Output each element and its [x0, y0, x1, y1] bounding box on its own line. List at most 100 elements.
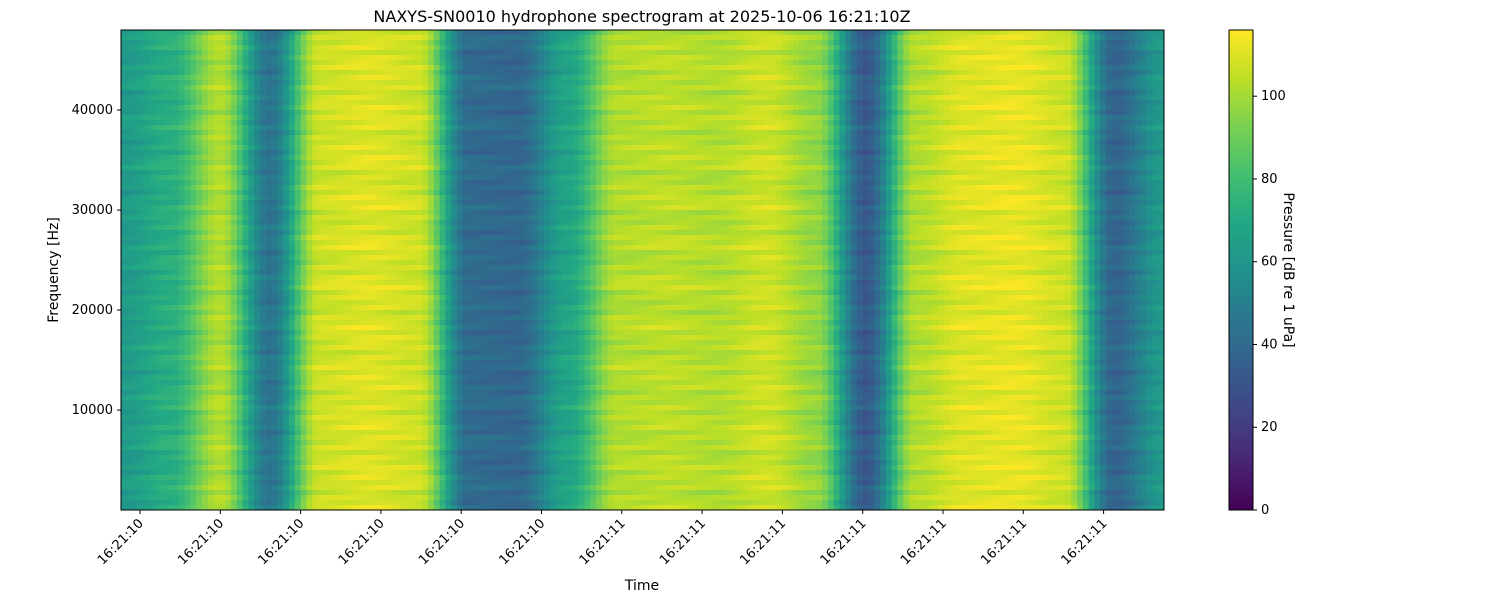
heatmap-cell [300, 170, 308, 176]
heatmap-cell [381, 475, 389, 481]
heatmap-cell [352, 215, 360, 221]
heatmap-cell [312, 455, 319, 461]
heatmap-cell [265, 435, 273, 441]
heatmap-cell [167, 415, 174, 421]
heatmap-cell [207, 35, 215, 41]
heatmap-cell [231, 310, 238, 316]
heatmap-cell [410, 75, 418, 81]
heatmap-cell [318, 320, 325, 326]
heatmap-cell [254, 465, 261, 471]
heatmap-cell [387, 105, 394, 111]
heatmap-cell [161, 490, 168, 496]
heatmap-cell [161, 95, 168, 101]
heatmap-cell [399, 180, 406, 186]
heatmap-cell [341, 280, 348, 286]
heatmap-cell [323, 390, 331, 396]
heatmap-cell [213, 55, 221, 61]
heatmap-cell [126, 220, 134, 226]
heatmap-cell [387, 480, 394, 486]
heatmap-cell [190, 350, 197, 356]
heatmap-cell [155, 110, 163, 116]
heatmap-cell [242, 45, 250, 51]
heatmap-cell [196, 240, 203, 246]
heatmap-cell [294, 460, 302, 466]
heatmap-cell [196, 135, 203, 141]
heatmap-cell [173, 390, 180, 396]
heatmap-cell [416, 360, 423, 366]
heatmap-cell [260, 195, 267, 201]
heatmap-cell [393, 410, 400, 416]
heatmap-cell [341, 65, 348, 71]
heatmap-cell [312, 505, 319, 510]
heatmap-cell [184, 450, 192, 456]
heatmap-cell [341, 205, 348, 211]
heatmap-cell [375, 95, 383, 101]
heatmap-cell [231, 55, 238, 61]
heatmap-cell [248, 315, 255, 321]
heatmap-cell [121, 35, 128, 41]
heatmap-cell [161, 30, 168, 36]
heatmap-cell [202, 290, 209, 296]
heatmap-cell [121, 200, 128, 206]
heatmap-cell [231, 165, 238, 171]
heatmap-cell [404, 115, 412, 121]
heatmap-cell [306, 160, 313, 166]
heatmap-cell [190, 355, 197, 361]
heatmap-cell [132, 270, 139, 276]
heatmap-cell [306, 145, 313, 151]
heatmap-cell [277, 60, 284, 66]
heatmap-cell [225, 175, 232, 181]
heatmap-cell [184, 195, 192, 201]
heatmap-cell [202, 420, 209, 426]
heatmap-cell [370, 165, 377, 171]
heatmap-cell [387, 280, 394, 286]
heatmap-cell [202, 250, 209, 256]
heatmap-cell [341, 150, 348, 156]
heatmap-cell [254, 430, 261, 436]
heatmap-cell [404, 245, 412, 251]
heatmap-cell [318, 455, 325, 461]
heatmap-cell [294, 420, 302, 426]
heatmap-cell [213, 270, 221, 276]
heatmap-cell [155, 470, 163, 476]
heatmap-cell [312, 395, 319, 401]
heatmap-cell [248, 160, 255, 166]
heatmap-cell [410, 230, 418, 236]
heatmap-cell [404, 330, 412, 336]
heatmap-cell [364, 230, 371, 236]
heatmap-cell [312, 125, 319, 131]
heatmap-cell [219, 115, 226, 121]
heatmap-cell [265, 310, 273, 316]
heatmap-cell [213, 110, 221, 116]
heatmap-cell [352, 225, 360, 231]
heatmap-cell [416, 165, 423, 171]
heatmap-cell [370, 330, 377, 336]
heatmap-cell [248, 205, 255, 211]
heatmap-cell [312, 195, 319, 201]
heatmap-cell [213, 440, 221, 446]
heatmap-cell [271, 290, 279, 296]
heatmap-cell [410, 365, 418, 371]
heatmap-cell [306, 480, 313, 486]
heatmap-cell [399, 475, 406, 481]
heatmap-cell [329, 100, 336, 106]
heatmap-cell [155, 155, 163, 161]
heatmap-cell [196, 440, 203, 446]
heatmap-cell [202, 475, 209, 481]
heatmap-cell [364, 45, 371, 51]
heatmap-cell [352, 400, 360, 406]
heatmap-cell [393, 355, 400, 361]
heatmap-cell [410, 355, 418, 361]
heatmap-cell [173, 395, 180, 401]
heatmap-cell [248, 410, 255, 416]
heatmap-cell [184, 160, 192, 166]
heatmap-cell [260, 395, 267, 401]
heatmap-cell [121, 310, 128, 316]
heatmap-cell [341, 325, 348, 331]
heatmap-cell [312, 470, 319, 476]
heatmap-cell [121, 355, 128, 361]
heatmap-cell [219, 415, 226, 421]
heatmap-cell [184, 190, 192, 196]
heatmap-cell [126, 275, 134, 281]
heatmap-cell [132, 70, 139, 76]
